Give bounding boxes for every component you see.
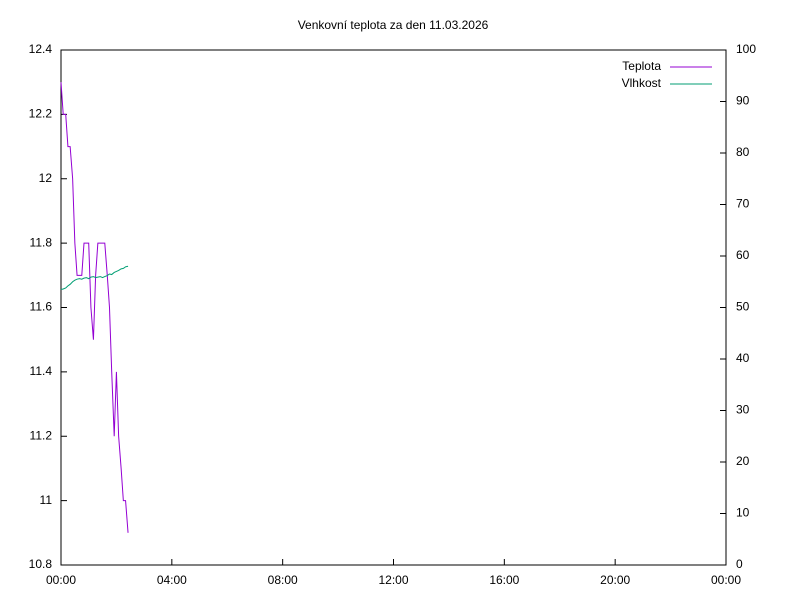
y2-tick-label: 50 — [736, 300, 750, 314]
y2-tick-label: 100 — [736, 42, 756, 56]
y2-tick-label: 90 — [736, 94, 750, 108]
x-tick-label: 04:00 — [157, 573, 187, 587]
y-tick-label: 11.4 — [30, 364, 53, 378]
y2-tick-label: 40 — [736, 351, 750, 365]
y2-tick-label: 70 — [736, 197, 750, 211]
x-tick-label: 00:00 — [711, 573, 741, 587]
data-line — [60, 265, 129, 290]
y2-tick-label: 0 — [736, 557, 743, 571]
y2-tick-label: 20 — [736, 454, 750, 468]
y-tick-label: 11.2 — [30, 428, 53, 442]
x-tick-label: 16:00 — [489, 573, 519, 587]
y-tick-label: 10.8 — [29, 557, 53, 571]
y2-tick-label: 30 — [736, 403, 750, 417]
y-tick-label: 12.4 — [29, 42, 53, 56]
x-tick-label: 20:00 — [600, 573, 630, 587]
chart-title: Venkovní teplota za den 11.03.2026 — [298, 18, 489, 32]
y2-tick-label: 10 — [736, 506, 750, 520]
y-tick-label: 11 — [40, 493, 53, 507]
y-tick-label: 11.6 — [30, 300, 53, 314]
legend-label: Vlhkost — [622, 76, 662, 90]
y2-tick-label: 80 — [736, 145, 750, 159]
data-line — [60, 82, 129, 533]
plot-border — [60, 49, 727, 566]
x-tick-label: 00:00 — [46, 573, 76, 587]
legend-label: Teplota — [622, 59, 661, 73]
y2-tick-label: 60 — [736, 248, 750, 262]
y-tick-label: 12.2 — [29, 107, 53, 121]
x-tick-label: 08:00 — [268, 573, 298, 587]
y-tick-label: 11.8 — [30, 235, 53, 249]
y-tick-label: 12 — [39, 171, 53, 185]
x-tick-label: 12:00 — [378, 573, 408, 587]
